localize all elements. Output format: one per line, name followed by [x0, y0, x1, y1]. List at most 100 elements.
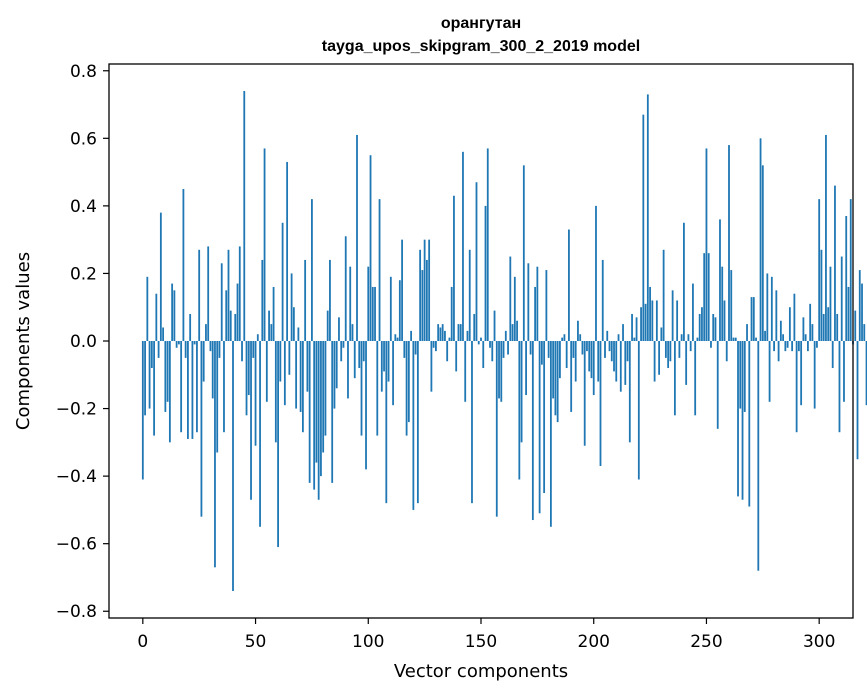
bar [583, 341, 586, 446]
bar [822, 313, 825, 341]
bar [198, 249, 201, 341]
bar [671, 290, 674, 341]
bar [791, 341, 794, 352]
bar [793, 293, 796, 341]
bar [788, 307, 791, 341]
bar [297, 327, 300, 341]
bar [725, 341, 728, 362]
bar [525, 341, 527, 396]
bar [680, 334, 683, 341]
bar [425, 259, 428, 341]
bar [676, 300, 679, 341]
bar [836, 313, 839, 341]
x-axis-ticks: 0 50 100 150 200 250 300 [137, 618, 835, 652]
bar [730, 270, 733, 341]
bar [626, 341, 629, 362]
bar [721, 266, 724, 341]
bar [245, 341, 248, 416]
bar [529, 341, 532, 355]
bar [340, 341, 343, 362]
bar [279, 341, 282, 382]
bar [755, 337, 757, 341]
bar [457, 324, 460, 341]
bar [604, 341, 606, 358]
bar [403, 341, 406, 358]
bar [597, 341, 600, 382]
bar [313, 341, 316, 490]
bar [543, 341, 546, 494]
x-axis-label: Vector components [394, 661, 568, 682]
bar [683, 222, 685, 341]
bar [795, 341, 798, 433]
bar [592, 341, 595, 396]
bar [701, 307, 703, 341]
bar [446, 341, 449, 362]
bar [633, 337, 636, 341]
bar [256, 334, 259, 341]
bar [335, 341, 338, 389]
bar [689, 341, 692, 352]
bar [845, 216, 848, 341]
bar [441, 324, 444, 341]
x-tick-label: 300 [803, 632, 835, 652]
bar [268, 310, 270, 341]
bar [477, 341, 480, 345]
bar [281, 222, 284, 341]
bar [187, 341, 189, 439]
bar [746, 324, 748, 341]
bar [816, 341, 818, 348]
bar [153, 341, 155, 436]
bar [466, 330, 469, 341]
bar [664, 341, 667, 358]
bar [292, 307, 295, 341]
bar [631, 313, 633, 341]
bar [322, 341, 325, 453]
bar [326, 310, 329, 341]
x-tick-label: 0 [137, 632, 148, 652]
bar [606, 330, 609, 341]
bar [644, 303, 647, 341]
bar [214, 341, 216, 568]
bar [586, 341, 588, 352]
bar [802, 317, 805, 341]
bar [757, 341, 760, 571]
bar [182, 188, 185, 341]
y-tick-label: 0.2 [70, 264, 97, 284]
bar [482, 341, 485, 369]
bar [351, 324, 354, 341]
bar [761, 165, 764, 341]
bar [435, 341, 437, 352]
bar [166, 341, 169, 402]
bar [146, 276, 149, 341]
bar [315, 341, 318, 463]
chart-title: орангутан [441, 15, 521, 32]
bar [743, 341, 746, 412]
bar [673, 341, 676, 416]
bar [797, 341, 800, 352]
bar [660, 327, 663, 341]
bar [412, 341, 415, 510]
bar [782, 334, 785, 341]
bar [180, 341, 183, 433]
bar [329, 259, 331, 341]
bar [342, 341, 345, 348]
bar [847, 286, 850, 341]
bar [367, 266, 370, 341]
bar [658, 341, 661, 375]
bar [247, 341, 250, 396]
bar [737, 341, 739, 497]
bar [624, 341, 627, 385]
bar [552, 341, 555, 399]
bar [599, 341, 602, 466]
bar [527, 263, 530, 341]
bar [491, 341, 494, 362]
bar [770, 276, 773, 341]
bar [317, 341, 320, 500]
bar [453, 195, 455, 341]
bar [331, 341, 334, 483]
bar [150, 341, 153, 369]
bar [547, 341, 550, 358]
bar [480, 337, 482, 341]
bar [637, 341, 640, 480]
bar [432, 341, 435, 348]
